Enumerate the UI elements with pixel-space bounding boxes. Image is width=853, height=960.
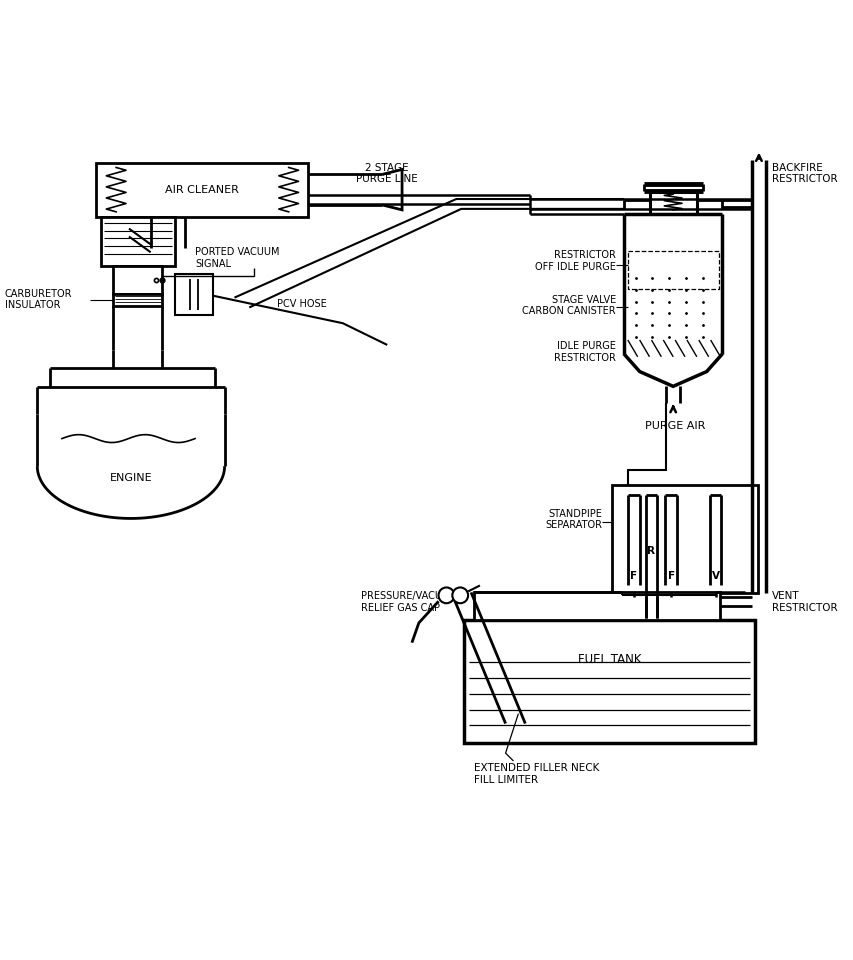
Circle shape <box>452 588 467 603</box>
Bar <box>612 485 757 593</box>
Text: PORTED VACUUM
SIGNAL: PORTED VACUUM SIGNAL <box>194 248 279 269</box>
Text: V: V <box>711 570 719 581</box>
Bar <box>473 592 720 620</box>
Text: STANDPIPE
SEPARATOR: STANDPIPE SEPARATOR <box>544 509 601 530</box>
Bar <box>102 217 175 266</box>
Text: IDLE PURGE
RESTRICTOR: IDLE PURGE RESTRICTOR <box>554 341 615 363</box>
Bar <box>113 294 162 305</box>
Bar <box>96 162 308 217</box>
Text: F: F <box>667 570 674 581</box>
Text: PURGE AIR: PURGE AIR <box>644 420 705 431</box>
Text: AIR CLEANER: AIR CLEANER <box>165 184 239 195</box>
Text: VENT
RESTRICTOR: VENT RESTRICTOR <box>771 591 837 613</box>
Text: RESTRICTOR
OFF IDLE PURGE: RESTRICTOR OFF IDLE PURGE <box>535 251 615 272</box>
Text: BACKFIRE
RESTRICTOR: BACKFIRE RESTRICTOR <box>771 162 837 184</box>
Text: ENGINE: ENGINE <box>109 473 152 483</box>
Text: FUEL TANK: FUEL TANK <box>577 653 641 666</box>
Text: PCV HOSE: PCV HOSE <box>276 299 326 308</box>
Text: 2 STAGE
PURGE LINE: 2 STAGE PURGE LINE <box>356 162 418 184</box>
Text: EXTENDED FILLER NECK
FILL LIMITER: EXTENDED FILLER NECK FILL LIMITER <box>473 763 599 784</box>
Text: PRESSURE/VACUUM
RELIEF GAS CAP: PRESSURE/VACUUM RELIEF GAS CAP <box>360 591 456 613</box>
Text: F: F <box>630 570 636 581</box>
Bar <box>113 266 162 294</box>
Circle shape <box>438 588 454 603</box>
Text: STAGE VALVE
CARBON CANISTER: STAGE VALVE CARBON CANISTER <box>522 295 615 316</box>
Text: CARBURETOR
INSULATOR: CARBURETOR INSULATOR <box>5 289 73 310</box>
Bar <box>175 274 212 315</box>
Text: R: R <box>647 546 655 556</box>
Bar <box>464 620 754 743</box>
